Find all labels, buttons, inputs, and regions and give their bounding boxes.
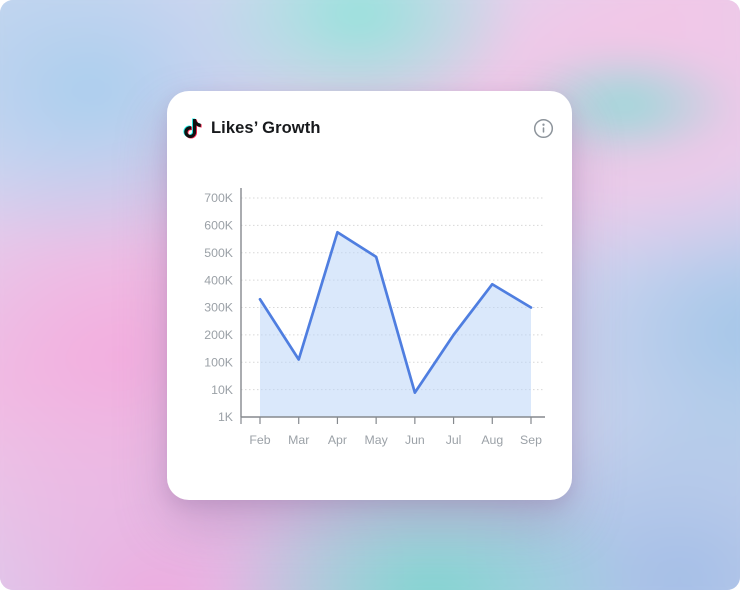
series-area [260,232,531,417]
x-tick-label: Feb [249,433,270,447]
axes [240,188,545,418]
x-tick-label: Apr [328,433,347,447]
x-axis-labels: Feb Mar Apr May Jun Jul Aug Sep [249,433,542,447]
y-tick-label: 300K [204,301,234,315]
y-tick-label: 500K [204,246,234,260]
y-tick-label: 10K [211,383,234,397]
y-tick-label: 100K [204,355,234,369]
tiktok-icon [182,117,202,139]
y-axis-labels: 700K 600K 500K 400K 300K 200K 100K 10K 1K [204,191,234,424]
x-axis-ticks [240,417,532,424]
card-title: Likes’ Growth [211,118,321,137]
y-tick-label: 600K [204,219,234,233]
x-tick-label: Aug [481,433,503,447]
x-tick-label: Mar [288,433,309,447]
y-tick-label: 200K [204,328,234,342]
x-tick-label: Jul [446,433,462,447]
x-tick-label: May [365,433,389,447]
info-button[interactable] [531,116,555,140]
card-header: Likes’ Growth [167,91,572,147]
x-tick-label: Jun [405,433,425,447]
y-tick-label: 400K [204,273,234,287]
series-line [258,230,533,395]
likes-growth-chart: 700K 600K 500K 400K 300K 200K 100K 10K 1K Feb Mar A… [167,91,572,500]
x-tick-label: Sep [520,433,542,447]
info-icon [533,118,553,138]
likes-growth-card: Likes’ Growth 700K 600K 500K 400K 300K 200K 10… [167,91,572,500]
y-tick-label: 1K [218,410,234,424]
y-tick-label: 700K [204,191,234,205]
